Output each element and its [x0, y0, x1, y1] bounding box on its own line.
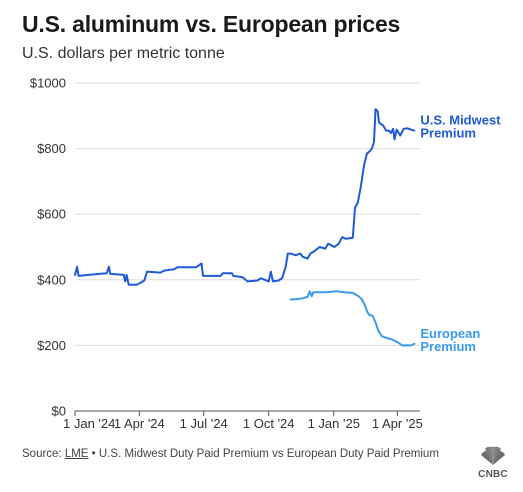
- x-tick-label: 1 Jul '24: [180, 416, 228, 431]
- y-tick-label: $800: [37, 141, 66, 156]
- cnbc-logo: CNBC: [475, 446, 511, 480]
- series-labels: U.S. Midwest Premium European Premium: [420, 113, 501, 354]
- x-tick-label: 1 Jan '24: [63, 416, 115, 431]
- peacock-icon: [481, 446, 505, 465]
- x-tick-label: 1 Oct '24: [243, 416, 295, 431]
- source-note: Source: LME • U.S. Midwest Duty Paid Pre…: [22, 446, 442, 462]
- y-tick-label: $200: [37, 338, 66, 353]
- series-lines: [74, 108, 416, 347]
- us-midwest-premium-line: [74, 108, 416, 286]
- chart-title: U.S. aluminum vs. European prices: [22, 11, 401, 37]
- source-description: • U.S. Midwest Duty Paid Premium vs Euro…: [88, 448, 439, 460]
- y-tick-label: $1000: [30, 76, 66, 91]
- source-prefix: Source:: [22, 448, 65, 460]
- x-tick-label: 1 Apr '24: [114, 416, 165, 431]
- european-premium-label: European Premium: [420, 326, 480, 354]
- gridlines: [75, 82, 420, 412]
- source-link-lme[interactable]: LME: [64, 448, 89, 460]
- x-tick-label: 1 Apr '25: [372, 416, 423, 431]
- us-midwest-premium-label: U.S. Midwest Premium: [420, 113, 501, 141]
- y-axis-ticks: $0 $200 $400 $600 $800 $1000: [30, 76, 66, 419]
- european-premium-line: [289, 290, 416, 347]
- cnbc-logo-text: CNBC: [478, 469, 508, 480]
- x-axis-ticks: 1 Jan '241 Apr '24 1 Jul '24 1 Oct '24 1 Ja…: [63, 411, 423, 431]
- y-tick-label: $600: [37, 207, 66, 222]
- x-tick-label: 1 Jan '25: [308, 416, 360, 431]
- y-tick-label: $0: [52, 404, 66, 419]
- chart-subtitle: U.S. dollars per metric tonne: [22, 45, 225, 62]
- y-tick-label: $400: [37, 272, 66, 287]
